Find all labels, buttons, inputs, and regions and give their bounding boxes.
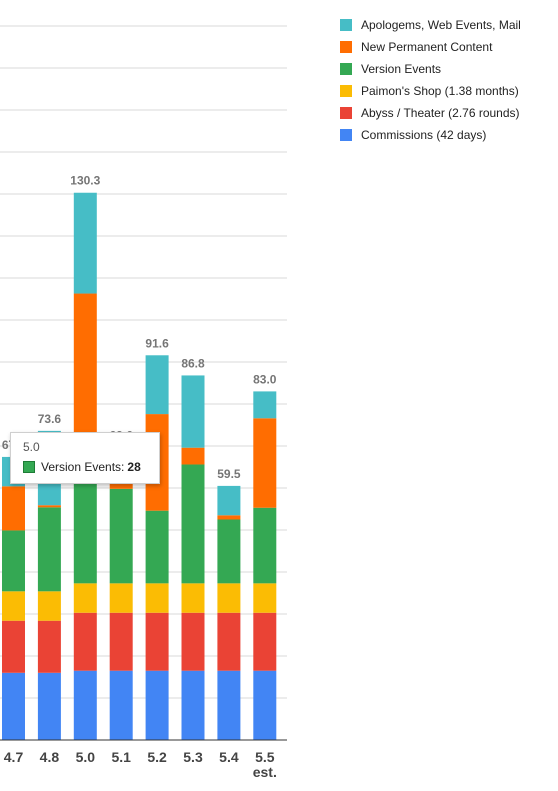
- x-tick-label: 4.7: [4, 749, 24, 765]
- bar-total-label: 59.5: [217, 467, 241, 481]
- x-tick-label: 5.3: [183, 749, 203, 765]
- x-tick-label: 5.2: [147, 749, 167, 765]
- legend-swatch: [340, 85, 352, 97]
- legend-label: New Permanent Content: [361, 40, 493, 54]
- bar-segment[interactable]: [253, 670, 277, 740]
- bar-segment[interactable]: [37, 505, 61, 508]
- bar-segment[interactable]: [37, 672, 61, 740]
- bar-segment[interactable]: [2, 620, 25, 673]
- tooltip-title: 5.0: [23, 440, 40, 454]
- bar-segment[interactable]: [181, 612, 205, 671]
- bar-segment[interactable]: [73, 465, 97, 584]
- bar-segment[interactable]: [253, 583, 277, 613]
- chart-legend: Apologems, Web Events, Mail New Permanen…: [340, 14, 521, 146]
- bar-segment[interactable]: [109, 583, 133, 613]
- bar-segment[interactable]: [109, 612, 133, 671]
- bar-segment[interactable]: [73, 583, 97, 613]
- tooltip-series-label: Version Events:: [41, 460, 125, 474]
- bar-total-label: 91.6: [145, 336, 169, 350]
- bar-segment[interactable]: [253, 507, 277, 584]
- tooltip-swatch: [23, 461, 35, 473]
- bar-total-label: 73.6: [38, 412, 62, 426]
- legend-item-commissions[interactable]: Commissions (42 days): [340, 124, 521, 146]
- x-tick-label: 4.8: [40, 749, 60, 765]
- bar-segment[interactable]: [145, 583, 169, 613]
- bar-segment[interactable]: [253, 391, 277, 419]
- bar-segment[interactable]: [181, 464, 205, 584]
- bar-segment[interactable]: [37, 620, 61, 673]
- bar-segment[interactable]: [181, 670, 205, 740]
- bar-segment[interactable]: [37, 591, 61, 621]
- x-tick-label: 5.1: [111, 749, 131, 765]
- chart-tooltip: 5.0 Version Events: 28: [10, 432, 160, 484]
- x-tick-label: 5.5: [255, 749, 275, 765]
- legend-label: Abyss / Theater (2.76 rounds): [361, 106, 520, 120]
- legend-item-new-permanent-content[interactable]: New Permanent Content: [340, 36, 521, 58]
- bar-segment[interactable]: [73, 192, 97, 294]
- bar-segment[interactable]: [2, 591, 25, 621]
- bar-segment[interactable]: [2, 672, 25, 740]
- bar-segment[interactable]: [217, 670, 241, 740]
- bar-segment[interactable]: [181, 375, 205, 448]
- bar-segment[interactable]: [217, 583, 241, 613]
- bar-segment[interactable]: [181, 583, 205, 613]
- bar-segment[interactable]: [73, 612, 97, 671]
- legend-swatch: [340, 129, 352, 141]
- bar-segment[interactable]: [217, 515, 241, 520]
- legend-item-version-events[interactable]: Version Events: [340, 58, 521, 80]
- legend-label: Paimon's Shop (1.38 months): [361, 84, 519, 98]
- bar-segment[interactable]: [253, 418, 277, 508]
- bar-segment[interactable]: [145, 355, 169, 415]
- legend-label: Commissions (42 days): [361, 128, 487, 142]
- bar-segment[interactable]: [181, 447, 205, 465]
- bar-segment[interactable]: [217, 485, 241, 516]
- x-tick-label: est.: [253, 764, 277, 780]
- bar-segment[interactable]: [2, 530, 25, 592]
- bar-segment[interactable]: [253, 612, 277, 671]
- bar-total-label: 130.3: [70, 174, 100, 188]
- legend-item-abyss-theater[interactable]: Abyss / Theater (2.76 rounds): [340, 102, 521, 124]
- bar-segment[interactable]: [2, 486, 25, 531]
- tooltip-row: Version Events: 28: [23, 460, 149, 474]
- bar-total-label: 86.8: [181, 356, 205, 370]
- x-tick-label: 5.0: [76, 749, 96, 765]
- legend-label: Version Events: [361, 62, 442, 76]
- bar-segment[interactable]: [217, 519, 241, 584]
- bar-segment[interactable]: [73, 670, 97, 740]
- x-tick-label: 5.4: [219, 749, 239, 765]
- legend-swatch: [340, 63, 352, 75]
- legend-label: Apologems, Web Events, Mail: [361, 18, 521, 32]
- bar-segment[interactable]: [37, 507, 61, 592]
- bar-total-label: 83.0: [253, 372, 277, 386]
- legend-swatch: [340, 107, 352, 119]
- bar-segment[interactable]: [109, 488, 133, 584]
- bar-segment[interactable]: [145, 612, 169, 671]
- legend-item-paimons-shop[interactable]: Paimon's Shop (1.38 months): [340, 80, 521, 102]
- legend-swatch: [340, 41, 352, 53]
- tooltip-value: 28: [127, 460, 141, 474]
- legend-swatch: [340, 19, 352, 31]
- bar-segment[interactable]: [109, 670, 133, 740]
- bar-segment[interactable]: [145, 510, 169, 584]
- bar-segment[interactable]: [217, 612, 241, 671]
- legend-item-apologems[interactable]: Apologems, Web Events, Mail: [340, 14, 521, 36]
- bar-segment[interactable]: [73, 293, 97, 466]
- bar-segment[interactable]: [145, 670, 169, 740]
